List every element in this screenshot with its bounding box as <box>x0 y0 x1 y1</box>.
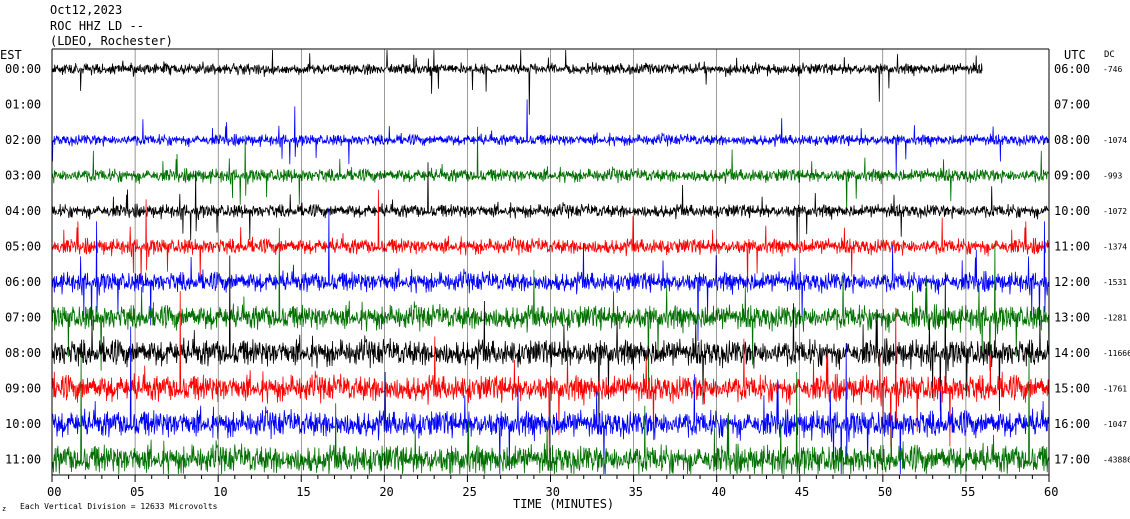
utc-label: 13:00 <box>1054 311 1090 325</box>
x-tick-label: 55 <box>961 485 975 499</box>
x-tick-label: 20 <box>379 485 393 499</box>
x-tick-label: 15 <box>296 485 310 499</box>
x-tick-label: 05 <box>130 485 144 499</box>
est-label: 07:00 <box>5 311 41 325</box>
utc-label: 06:00 <box>1054 62 1090 76</box>
dc-values: -746 -1074 -993 -1072 -1374 -1531 -1281 -116668… <box>1103 65 1130 465</box>
trace-line <box>51 49 983 115</box>
est-label: 02:00 <box>5 133 41 147</box>
dc-value: -1166689 <box>1103 349 1130 358</box>
x-tick-label: 35 <box>629 485 643 499</box>
x-tick-label: 00 <box>47 485 61 499</box>
axis-ticks <box>51 49 1050 482</box>
right-zone-label: UTC <box>1064 48 1086 62</box>
est-label: 10:00 <box>5 417 41 431</box>
date-label: Oct12,2023 <box>50 3 123 17</box>
utc-label: 12:00 <box>1054 275 1090 289</box>
x-tick-label: 10 <box>213 485 227 499</box>
dc-value: -438866 <box>1103 456 1130 465</box>
est-label: 00:00 <box>5 62 41 76</box>
utc-label: 07:00 <box>1054 98 1090 112</box>
x-tick-label: 60 <box>1044 485 1058 499</box>
est-label: 05:00 <box>5 240 41 254</box>
x-tick-label: 45 <box>795 485 809 499</box>
x-tick-label: 25 <box>462 485 476 499</box>
utc-label: 17:00 <box>1054 453 1090 467</box>
est-label: 03:00 <box>5 169 41 183</box>
utc-label: 09:00 <box>1054 169 1090 183</box>
utc-label: 10:00 <box>1054 204 1090 218</box>
est-label: 04:00 <box>5 204 41 218</box>
network-label: (LDEO, Rochester) <box>50 34 173 48</box>
utc-label: 08:00 <box>1054 133 1090 147</box>
utc-label: 11:00 <box>1054 240 1090 254</box>
dc-value: -1281 <box>1103 314 1127 323</box>
left-zone-label: EST <box>0 48 22 62</box>
est-labels: 00:00 01:00 02:00 03:00 04:00 05:00 06:00 07:00… <box>5 62 41 467</box>
x-axis-label: TIME (MINUTES) <box>513 497 614 511</box>
utc-label: 16:00 <box>1054 417 1090 431</box>
dc-value: -746 <box>1103 65 1122 74</box>
corner-mark: z <box>2 505 6 513</box>
est-label: 01:00 <box>5 98 41 112</box>
station-label: ROC HHZ LD -- <box>50 19 144 33</box>
est-label: 09:00 <box>5 382 41 396</box>
x-tick-label: 50 <box>878 485 892 499</box>
dc-value: -1374 <box>1103 243 1127 252</box>
x-tick-labels: 00 05 10 15 20 25 30 35 40 45 50 55 60 <box>47 485 1058 499</box>
dc-value: -1072 <box>1103 207 1127 216</box>
dc-value: -1047 <box>1103 420 1127 429</box>
dc-value: -1074 <box>1103 136 1127 145</box>
utc-label: 14:00 <box>1054 346 1090 360</box>
dc-header: DC <box>1104 50 1115 60</box>
est-label: 06:00 <box>5 275 41 289</box>
est-label: 11:00 <box>5 453 41 467</box>
x-tick-label: 30 <box>546 485 560 499</box>
utc-label: 15:00 <box>1054 382 1090 396</box>
dc-value: -993 <box>1103 172 1122 181</box>
x-tick-label: 40 <box>712 485 726 499</box>
est-label: 08:00 <box>5 346 41 360</box>
utc-labels: 06:00 07:00 08:00 09:00 10:00 11:00 12:00 13:00… <box>1054 62 1090 467</box>
dc-value: -1531 <box>1103 278 1127 287</box>
dc-value: -1761 <box>1103 385 1127 394</box>
footnote: Each Vertical Division = 12633 Microvolt… <box>20 502 218 511</box>
